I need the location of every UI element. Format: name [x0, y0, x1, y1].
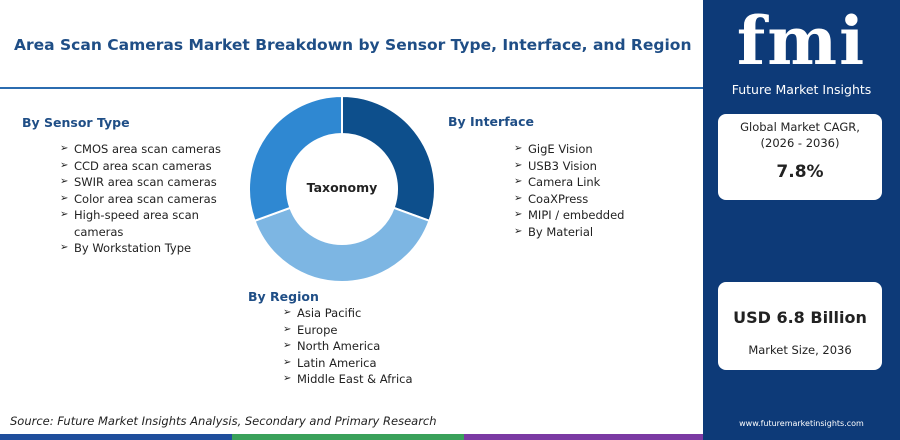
- list-item: MIPI / embedded: [514, 207, 684, 224]
- logo: fmi: [736, 2, 867, 80]
- list-item: CMOS area scan cameras: [60, 141, 230, 158]
- item-list: CMOS area scan camerasCCD area scan came…: [60, 141, 230, 257]
- section-title: By Sensor Type: [22, 115, 130, 130]
- donut-segment: [248, 94, 343, 223]
- brand-name: Future Market Insights: [731, 82, 872, 97]
- list-item: By Workstation Type: [60, 240, 230, 257]
- list-item: GigE Vision: [514, 141, 684, 158]
- donut-segment: [253, 206, 431, 283]
- donut: Taxonomy: [248, 94, 436, 283]
- list-item: CCD area scan cameras: [60, 158, 230, 175]
- list-item: CoaXPress: [514, 191, 684, 208]
- title: Area Scan Cameras Market Breakdown by Se…: [14, 36, 692, 54]
- item-list: Asia PacificEuropeNorth AmericaLatin Ame…: [283, 305, 453, 388]
- list-item: Asia Pacific: [283, 305, 453, 322]
- center-label: Taxonomy: [307, 180, 378, 195]
- stat-value: 7.8%: [776, 162, 824, 182]
- stat-card: Global Market CAGR, (2026 - 2036) 7.8%: [718, 114, 882, 200]
- color-strip: [0, 434, 703, 440]
- stat-card: USD 6.8 Billion Market Size, 2036: [718, 282, 882, 370]
- item-list: GigE VisionUSB3 VisionCamera LinkCoaXPre…: [514, 141, 684, 240]
- list-item: Europe: [283, 322, 453, 339]
- list-item: USB3 Vision: [514, 158, 684, 175]
- stat-value: USD 6.8 Billion: [733, 308, 867, 327]
- list-item: By Material: [514, 224, 684, 241]
- section-title: By Region: [248, 289, 319, 304]
- source: Source: Future Market Insights Analysis,…: [10, 414, 437, 428]
- list-item: Camera Link: [514, 174, 684, 191]
- list-item: SWIR area scan cameras: [60, 174, 230, 191]
- divider: [0, 87, 703, 89]
- stat-period: (2026 - 2036): [760, 136, 840, 150]
- list-item: Latin America: [283, 355, 453, 372]
- stat-label: Global Market CAGR,: [740, 120, 860, 134]
- list-item: Middle East & Africa: [283, 371, 453, 388]
- website: www.futuremarketinsights.com: [739, 419, 864, 428]
- list-item: Color area scan cameras: [60, 191, 230, 208]
- list-item: High-speed area scan cameras: [60, 207, 230, 240]
- stat-label: Market Size, 2036: [748, 343, 852, 357]
- section-title: By Interface: [448, 114, 534, 129]
- list-item: North America: [283, 338, 453, 355]
- donut-segment: [341, 94, 436, 223]
